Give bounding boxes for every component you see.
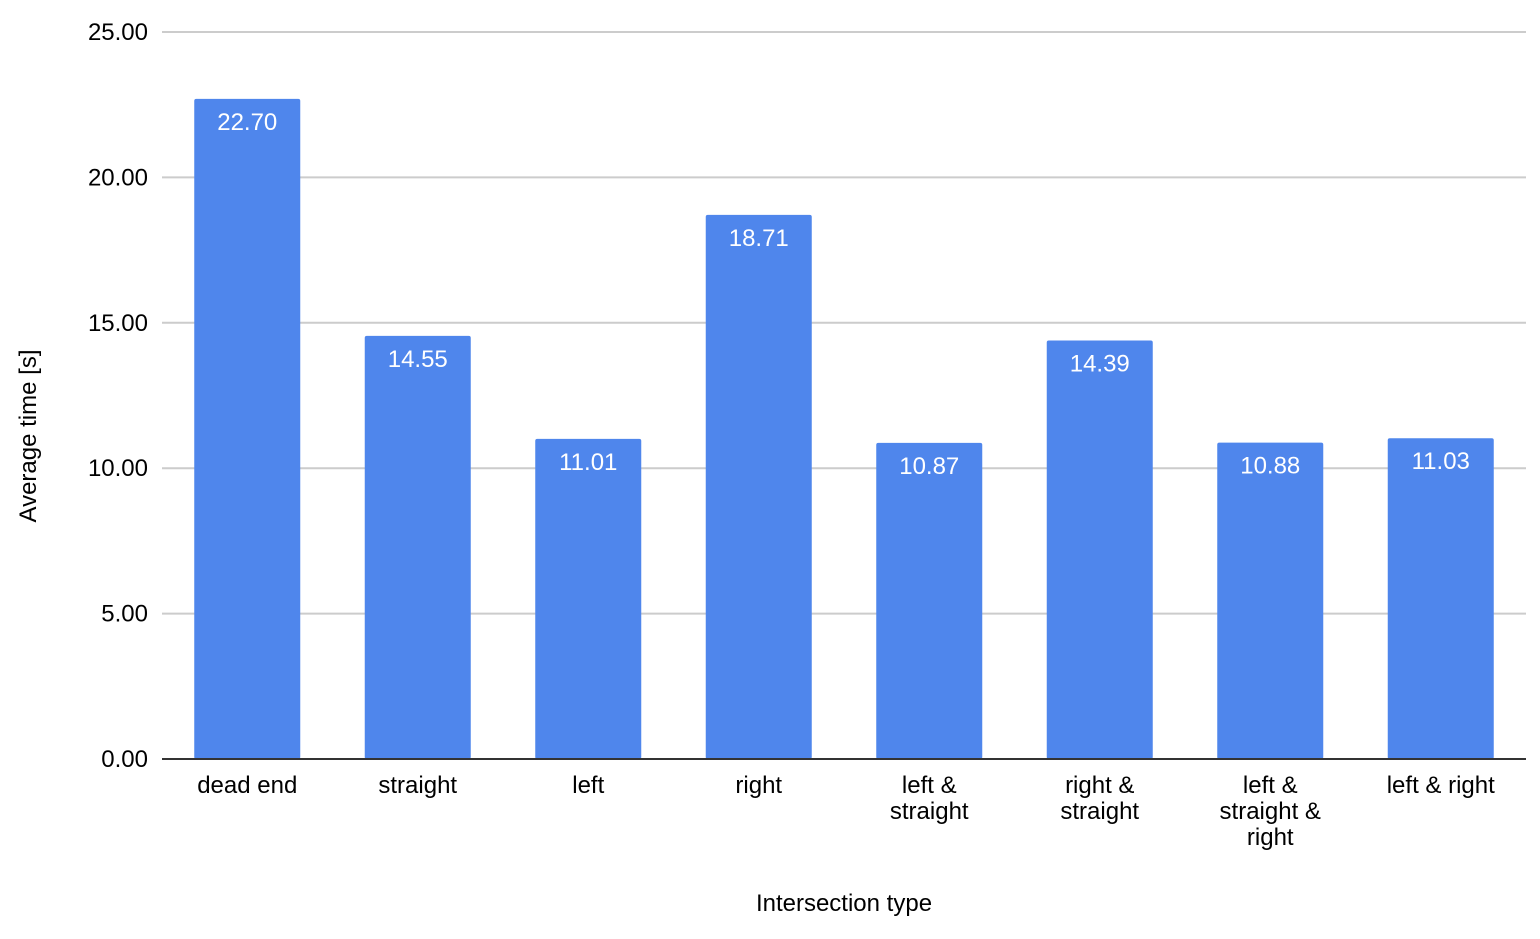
y-tick-label: 15.00	[88, 310, 148, 337]
y-axis-ticks: 0.00 5.00 10.00 15.00 20.00 25.00	[88, 19, 148, 773]
bars: 22.70 14.55 11.01 18.71 10.87 14.39 10.88 11.03	[194, 98, 1494, 759]
x-category-label-line: left &	[902, 772, 957, 799]
x-category-label-line: straight	[378, 772, 457, 799]
bar-value-label: 10.88	[1240, 453, 1300, 480]
bar	[535, 438, 642, 759]
bar-value-label: 14.55	[388, 346, 448, 373]
x-category-label-line: straight	[890, 798, 969, 825]
y-axis-title: Average time [s]	[15, 350, 42, 523]
x-category-label: left & straight	[890, 772, 969, 825]
x-category-label: right & straight	[1060, 772, 1139, 825]
bar	[364, 335, 471, 759]
bar	[1387, 438, 1494, 759]
bar-value-label: 11.03	[1412, 448, 1470, 475]
y-tick-label: 5.00	[101, 601, 148, 628]
x-category-label: left & right	[1387, 772, 1495, 799]
bar-value-label: 14.39	[1070, 351, 1130, 378]
y-tick-label: 10.00	[88, 455, 148, 482]
x-axis-title: Intersection type	[756, 890, 932, 917]
bar-value-label: 22.70	[217, 109, 277, 136]
x-category-label-line: left &	[1243, 772, 1298, 799]
y-tick-label: 20.00	[88, 164, 148, 191]
x-category-label-line: left	[572, 772, 604, 799]
bar-value-label: 18.71	[729, 225, 789, 252]
bar	[194, 98, 301, 759]
bar	[1046, 340, 1153, 759]
x-category-label-line: straight	[1060, 798, 1139, 825]
bar	[1217, 442, 1324, 759]
bar	[876, 442, 983, 759]
x-category-label: straight	[378, 772, 457, 799]
y-tick-label: 0.00	[101, 746, 148, 773]
x-category-label: right	[735, 772, 782, 799]
x-category-label-line: dead end	[197, 772, 297, 799]
bar-value-label: 10.87	[899, 453, 959, 480]
x-axis-category-labels: dead end straight left right left & straightr…	[197, 772, 1495, 851]
x-category-label: left & straight & right	[1220, 772, 1321, 851]
x-category-label-line: straight &	[1220, 798, 1321, 825]
x-category-label-line: right	[735, 772, 782, 799]
bar-value-label: 11.01	[559, 449, 617, 476]
x-category-label: dead end	[197, 772, 297, 799]
x-category-label-line: right &	[1065, 772, 1134, 799]
y-tick-label: 25.00	[88, 19, 148, 46]
x-category-label-line: left & right	[1387, 772, 1495, 799]
x-category-label: left	[572, 772, 604, 799]
x-category-label-line: right	[1247, 824, 1294, 851]
bar	[705, 214, 812, 759]
